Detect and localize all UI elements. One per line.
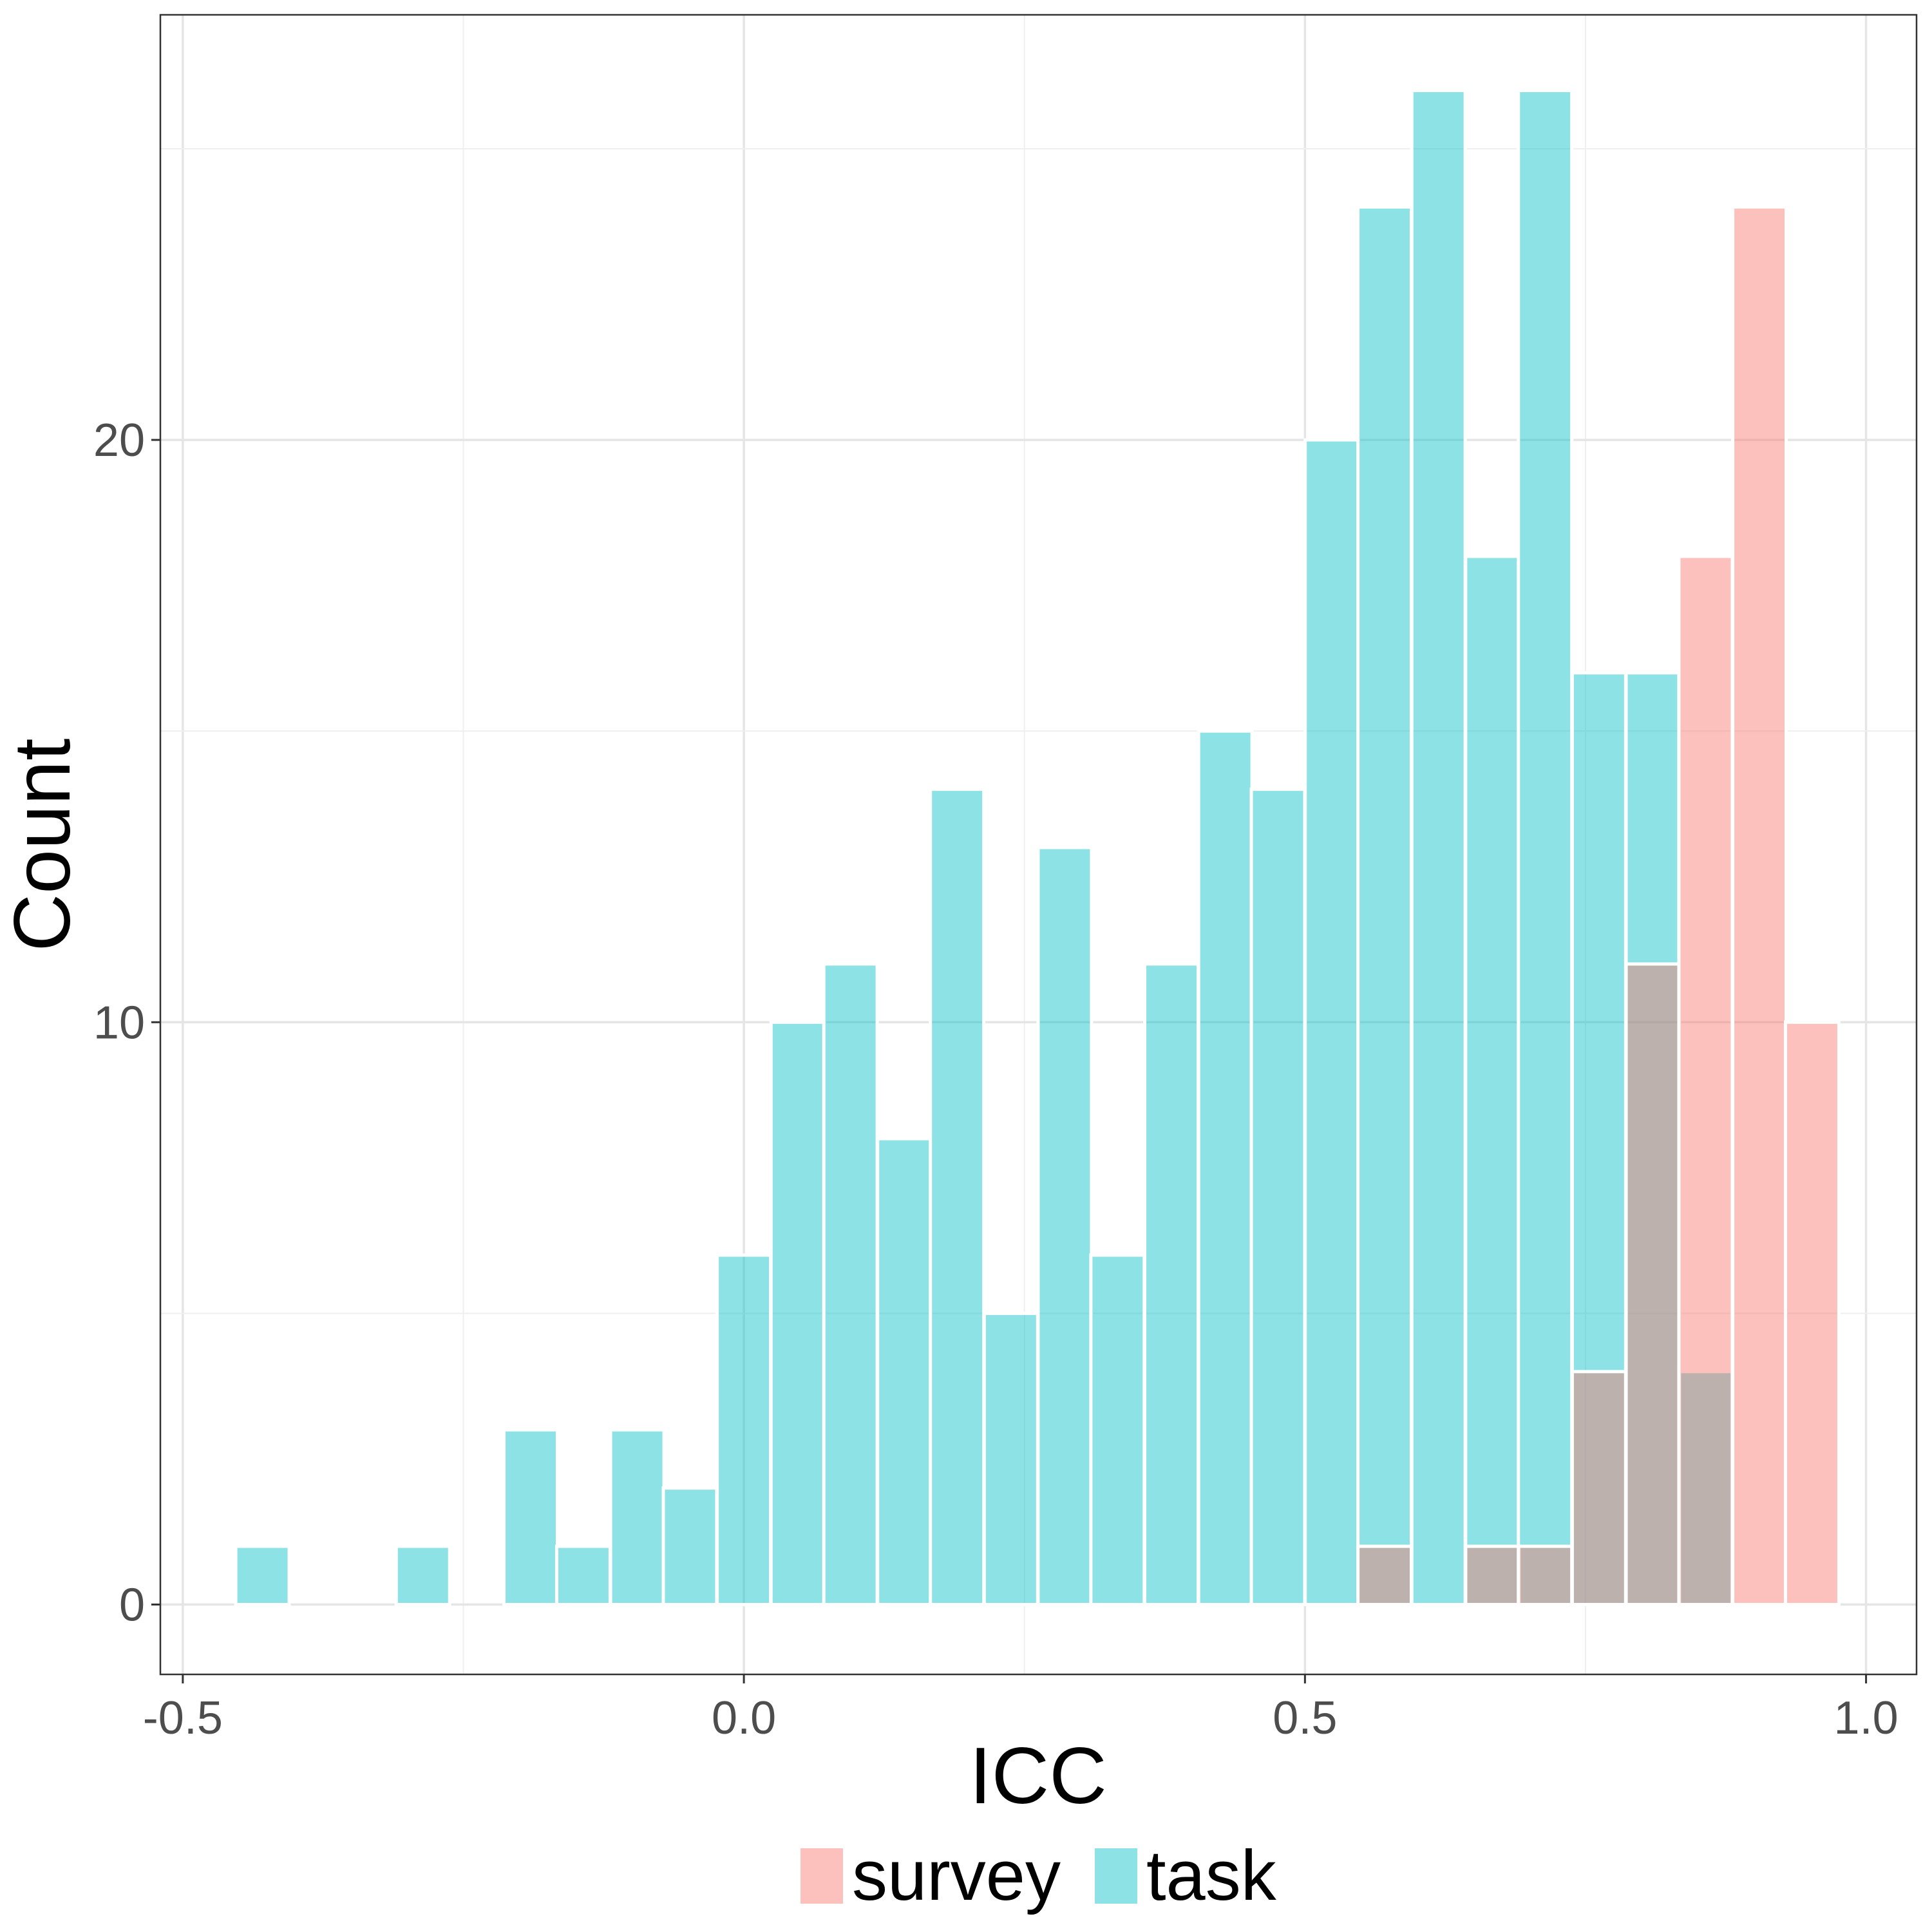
bar-task [1143,962,1200,1606]
legend-key-task [1095,1848,1137,1904]
bar-survey [1517,1544,1574,1606]
bar-survey [1624,962,1681,1606]
bar-survey [1570,1370,1627,1606]
bar-task [1356,205,1414,1606]
bar-task [822,962,879,1606]
bar-task [1410,89,1467,1606]
x-tick-label: 1.0 [1834,1692,1899,1744]
bar-task [609,1428,666,1606]
x-axis-ticks: -0.5 0.0 0.5 1.0 [143,1674,1899,1744]
bar-task [769,1020,826,1606]
bar-survey [1731,205,1788,1606]
y-axis-ticks: 0 10 20 [93,415,160,1631]
x-tick-label: 0.5 [1273,1692,1337,1744]
bar-task [1464,554,1521,1606]
y-axis-title: Count [0,739,87,952]
x-tick-label: 0.0 [712,1692,776,1744]
legend-label-task: task [1146,1836,1277,1915]
bar-task [1249,788,1307,1606]
bar-task [394,1544,451,1606]
histogram-bars [234,89,1841,1606]
y-tick-label: 10 [93,997,145,1048]
bar-survey [1464,1544,1521,1606]
bar-task [715,1253,773,1606]
bar-survey [1677,554,1734,1606]
bar-task [234,1544,291,1606]
legend: survey task [800,1836,1277,1915]
x-axis-title: ICC [969,1732,1107,1821]
bar-task [876,1137,933,1606]
y-tick-label: 20 [93,415,145,466]
bar-task [502,1428,559,1606]
bar-task [1197,729,1254,1606]
plot-border [159,14,1918,1676]
bar-task [1517,89,1574,1606]
bar-task [1036,846,1094,1606]
bar-task [1303,438,1361,1606]
bar-task [661,1486,719,1606]
bar-task [554,1544,612,1606]
legend-label-survey: survey [852,1836,1061,1915]
legend-key-survey [800,1848,843,1904]
x-tick-label: -0.5 [143,1692,223,1744]
bar-survey [1783,1020,1841,1606]
bar-task [1570,671,1627,1606]
bar-task [1089,1253,1146,1606]
bar-survey [1356,1544,1414,1606]
bar-task [982,1311,1039,1606]
bar-task [929,788,986,1606]
y-tick-label: 0 [119,1579,145,1631]
